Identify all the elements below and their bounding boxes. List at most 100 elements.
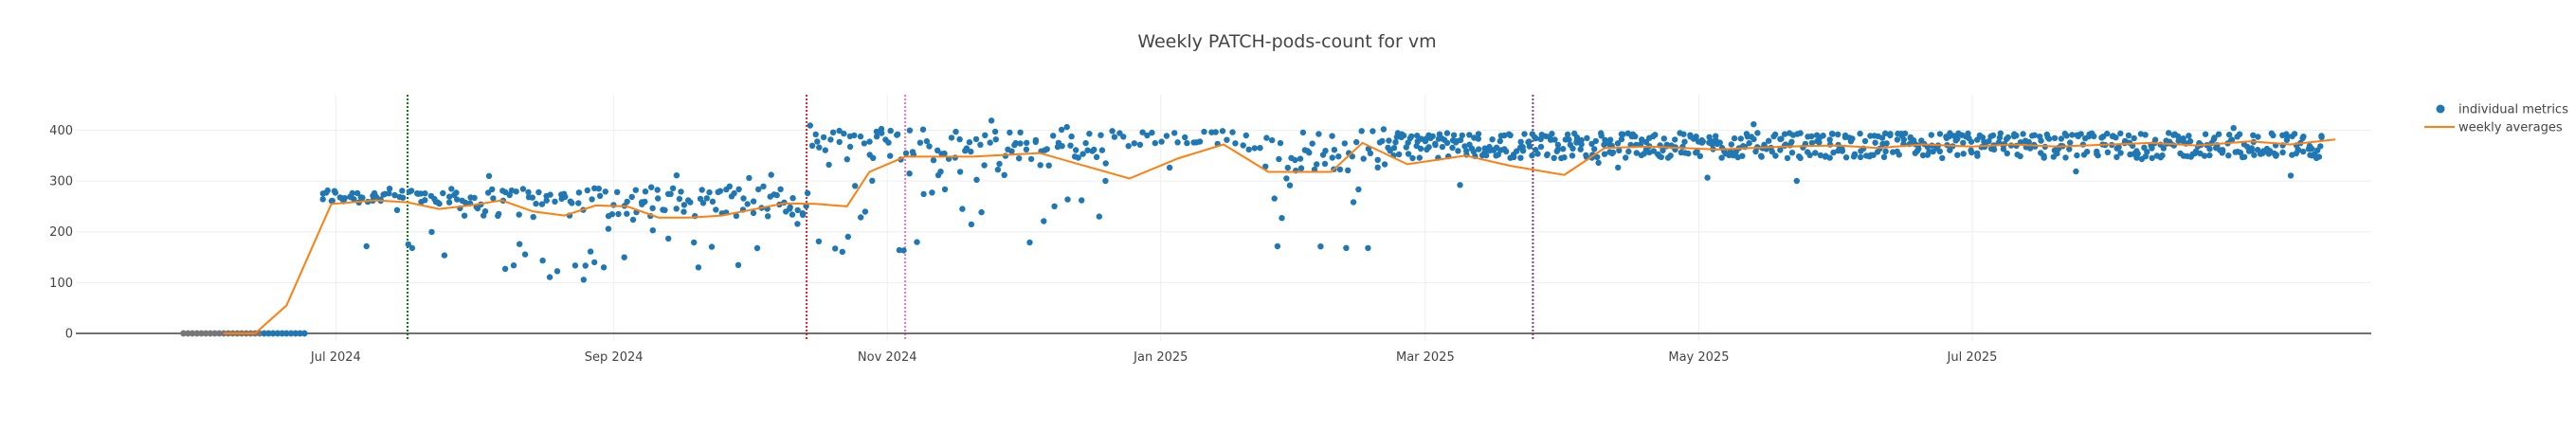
y-tick-label: 200: [49, 225, 73, 240]
data-point: [595, 186, 602, 192]
data-point: [1936, 148, 1943, 154]
data-point: [2219, 148, 2226, 155]
data-point: [1685, 150, 1692, 157]
data-point: [981, 162, 988, 169]
data-point: [1240, 142, 1246, 149]
data-point: [2017, 139, 2024, 146]
data-point: [621, 254, 627, 260]
data-point: [1578, 136, 1585, 144]
data-point: [930, 157, 937, 164]
data-point: [820, 134, 827, 141]
data-point: [2066, 146, 2073, 152]
data-point: [2041, 152, 2047, 159]
data-point: [929, 189, 935, 196]
data-point: [1777, 147, 1784, 153]
data-point: [341, 195, 348, 202]
data-point: [896, 246, 903, 254]
data-point: [926, 143, 933, 150]
data-point: [1102, 160, 1109, 167]
data-point: [2017, 152, 2023, 160]
data-point: [829, 129, 837, 135]
data-point: [2061, 130, 2068, 137]
data-point: [1828, 131, 1836, 137]
data-point: [580, 277, 587, 283]
data-point: [1102, 177, 1109, 185]
data-point: [1299, 129, 1307, 136]
data-point: [1212, 129, 1219, 135]
data-point: [740, 195, 747, 202]
data-point: [2313, 154, 2320, 162]
data-point: [680, 202, 688, 208]
data-point: [211, 330, 218, 337]
data-point: [1564, 131, 1571, 138]
data-point: [1243, 132, 1250, 139]
data-point: [1806, 152, 1813, 158]
data-point: [363, 242, 370, 250]
data-point: [673, 172, 680, 179]
data-point: [1096, 213, 1103, 220]
data-point: [1642, 138, 1650, 146]
data-point: [297, 330, 303, 337]
data-point: [2273, 152, 2280, 158]
data-point: [977, 141, 984, 148]
data-point: [189, 330, 196, 337]
data-point: [755, 186, 762, 193]
data-point: [1990, 146, 1998, 153]
legend-label-weekly-averages: weekly averages: [2458, 121, 2563, 135]
data-point: [1592, 137, 1600, 145]
data-point: [1601, 141, 1607, 148]
legend-marker-individual-metrics: [2436, 104, 2445, 114]
data-point: [1936, 131, 1944, 137]
data-point: [1082, 139, 1089, 147]
data-point: [2283, 131, 2290, 137]
data-point: [706, 188, 713, 196]
data-point: [1269, 136, 1276, 144]
data-point: [1027, 155, 1035, 163]
data-point: [615, 210, 622, 218]
data-point: [591, 259, 598, 266]
data-point: [624, 198, 630, 206]
data-point: [698, 187, 705, 193]
data-point: [2250, 132, 2257, 138]
data-point: [717, 188, 724, 194]
data-point: [434, 199, 441, 206]
data-point: [968, 221, 975, 228]
data-point: [283, 330, 290, 337]
data-point: [422, 190, 428, 197]
data-point: [2159, 152, 2166, 159]
data-point: [2043, 131, 2050, 138]
data-point: [1416, 154, 1424, 161]
data-point: [2025, 138, 2032, 146]
data-point: [1835, 131, 1841, 138]
data-point: [866, 138, 873, 145]
data-point: [1573, 139, 1580, 146]
data-point: [869, 177, 876, 184]
data-point: [1144, 132, 1151, 139]
data-point: [857, 133, 864, 140]
data-point: [1954, 135, 1961, 142]
data-point: [773, 191, 780, 199]
data-point: [1718, 154, 1725, 161]
data-point: [1395, 151, 1403, 158]
data-point: [198, 330, 205, 337]
data-point: [582, 262, 589, 269]
data-point: [735, 261, 742, 268]
data-point: [1788, 138, 1795, 145]
data-point: [885, 139, 892, 146]
data-point: [1304, 148, 1312, 154]
data-point: [789, 211, 796, 218]
data-point: [535, 188, 542, 196]
data-point: [703, 195, 710, 202]
data-point: [941, 186, 949, 193]
data-point: [1900, 136, 1908, 143]
data-point: [2299, 134, 2306, 142]
data-point: [216, 330, 223, 337]
legend: individual metrics weekly averages: [2424, 103, 2568, 135]
data-point: [292, 330, 299, 337]
data-point: [735, 186, 742, 192]
data-point: [1517, 138, 1524, 145]
data-point: [1731, 134, 1738, 142]
data-point: [569, 200, 575, 206]
data-point: [405, 241, 411, 248]
data-point: [1857, 153, 1864, 161]
